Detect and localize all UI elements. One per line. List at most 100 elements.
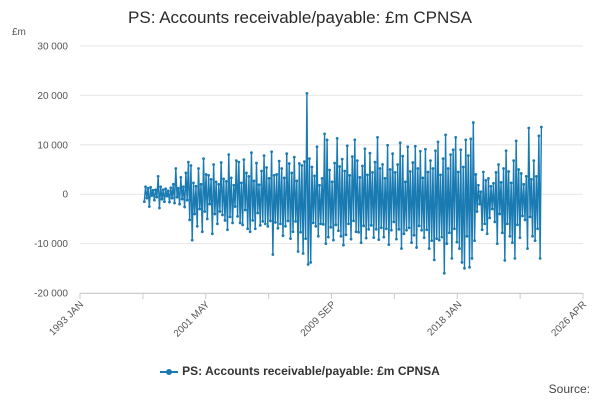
data-point[interactable]	[296, 250, 300, 253]
data-point[interactable]	[209, 177, 213, 181]
data-point[interactable]	[152, 198, 156, 202]
data-point[interactable]	[437, 238, 441, 242]
data-point[interactable]	[352, 219, 355, 223]
data-point[interactable]	[279, 222, 282, 226]
data-point[interactable]	[397, 227, 401, 231]
data-point[interactable]	[163, 200, 166, 204]
data-point[interactable]	[479, 190, 483, 194]
data-point[interactable]	[302, 160, 306, 164]
data-point[interactable]	[300, 164, 304, 167]
data-point[interactable]	[504, 149, 508, 153]
data-point[interactable]	[270, 150, 274, 154]
data-point[interactable]	[424, 147, 427, 151]
data-point[interactable]	[441, 157, 445, 161]
data-point[interactable]	[233, 205, 237, 208]
data-point[interactable]	[465, 234, 469, 238]
data-point[interactable]	[170, 196, 174, 200]
data-point[interactable]	[389, 228, 393, 232]
data-point[interactable]	[521, 214, 524, 218]
data-point[interactable]	[318, 183, 321, 187]
data-point[interactable]	[226, 228, 229, 232]
data-point[interactable]	[463, 266, 466, 270]
data-point[interactable]	[185, 198, 189, 202]
data-point[interactable]	[453, 227, 456, 231]
data-point[interactable]	[510, 241, 514, 245]
data-point[interactable]	[471, 121, 475, 124]
data-point[interactable]	[286, 219, 290, 223]
data-point[interactable]	[229, 176, 233, 180]
data-point[interactable]	[202, 157, 205, 161]
data-point[interactable]	[305, 92, 309, 95]
data-point[interactable]	[488, 216, 492, 220]
data-point[interactable]	[147, 205, 151, 208]
data-point[interactable]	[282, 176, 286, 180]
data-point[interactable]	[384, 227, 388, 231]
data-point[interactable]	[391, 152, 395, 156]
data-point[interactable]	[171, 182, 175, 186]
data-point[interactable]	[184, 171, 188, 175]
data-point[interactable]	[492, 181, 495, 185]
data-point[interactable]	[395, 237, 398, 241]
data-point[interactable]	[295, 179, 299, 183]
data-point[interactable]	[337, 229, 340, 233]
data-point[interactable]	[272, 174, 276, 177]
data-point[interactable]	[188, 218, 192, 222]
data-point[interactable]	[168, 200, 171, 204]
data-point[interactable]	[524, 175, 528, 178]
data-point[interactable]	[378, 167, 382, 170]
data-point[interactable]	[538, 257, 542, 260]
data-point[interactable]	[383, 176, 387, 180]
data-point[interactable]	[253, 227, 257, 231]
data-point[interactable]	[309, 260, 313, 264]
data-point[interactable]	[326, 235, 330, 239]
data-point[interactable]	[508, 234, 512, 238]
data-point[interactable]	[367, 227, 371, 231]
data-point[interactable]	[347, 222, 350, 226]
data-point[interactable]	[335, 136, 339, 140]
data-point[interactable]	[277, 159, 281, 163]
data-point[interactable]	[449, 153, 453, 157]
data-point[interactable]	[290, 171, 294, 175]
data-point[interactable]	[480, 228, 484, 232]
data-point[interactable]	[343, 169, 347, 173]
data-point[interactable]	[407, 226, 411, 230]
data-point[interactable]	[247, 175, 251, 178]
data-point[interactable]	[432, 258, 436, 262]
data-point[interactable]	[263, 222, 267, 226]
data-point[interactable]	[470, 257, 474, 260]
data-point[interactable]	[144, 185, 147, 189]
data-point[interactable]	[250, 151, 253, 155]
data-point[interactable]	[179, 176, 183, 179]
data-point[interactable]	[478, 202, 482, 206]
data-point[interactable]	[213, 212, 217, 216]
data-point[interactable]	[386, 143, 389, 147]
data-point[interactable]	[197, 167, 200, 170]
data-point[interactable]	[455, 240, 459, 244]
data-point[interactable]	[221, 213, 224, 217]
data-point[interactable]	[255, 161, 258, 165]
data-point[interactable]	[353, 138, 357, 142]
data-point[interactable]	[483, 222, 487, 226]
data-point[interactable]	[366, 173, 369, 177]
data-point[interactable]	[400, 247, 403, 250]
data-point[interactable]	[513, 257, 517, 260]
data-point[interactable]	[350, 155, 354, 159]
data-point[interactable]	[169, 186, 173, 190]
data-point[interactable]	[363, 147, 367, 151]
data-point[interactable]	[222, 177, 226, 181]
data-point[interactable]	[239, 181, 243, 185]
data-point[interactable]	[319, 222, 323, 226]
data-point[interactable]	[490, 207, 494, 211]
data-point[interactable]	[291, 230, 295, 234]
data-point[interactable]	[242, 158, 246, 162]
data-point[interactable]	[446, 167, 450, 170]
data-point[interactable]	[537, 134, 541, 138]
data-point[interactable]	[509, 181, 513, 185]
data-point[interactable]	[430, 239, 434, 243]
data-point[interactable]	[460, 260, 464, 264]
data-point[interactable]	[484, 178, 488, 182]
data-point[interactable]	[200, 230, 204, 234]
data-point[interactable]	[145, 196, 149, 200]
data-point[interactable]	[166, 189, 170, 193]
data-point[interactable]	[267, 176, 271, 180]
